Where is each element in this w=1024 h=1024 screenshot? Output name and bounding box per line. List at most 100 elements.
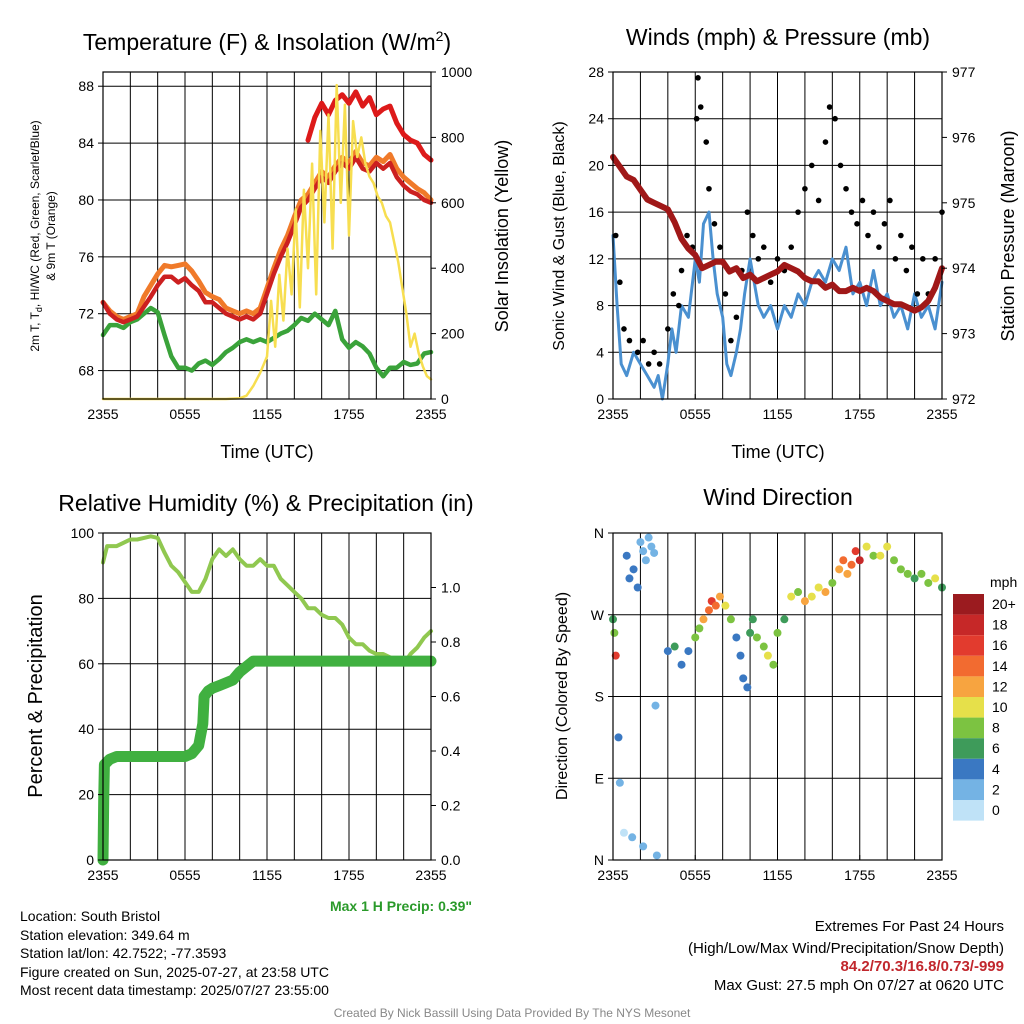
direction-point	[652, 851, 661, 860]
direction-point	[847, 560, 856, 569]
x-tick-label: 2355	[87, 406, 118, 422]
y-tick-label: 24	[588, 111, 604, 127]
figure-created: Figure created on Sun, 2025-07-27, at 23…	[20, 963, 329, 980]
legend-swatch	[953, 697, 984, 718]
direction-point	[794, 588, 803, 597]
direction-point	[636, 538, 645, 547]
legend-label: 14	[992, 658, 1008, 674]
recent-timestamp: Most recent data timestamp: 2025/07/27 2…	[20, 982, 329, 999]
winds-ticks: 2355 0555 1155 1755 235504812162024289729739…	[588, 64, 975, 422]
x-tick-label: 1755	[333, 406, 364, 422]
y-right-tick-label: 976	[952, 129, 976, 145]
y-tick-label: 88	[78, 78, 94, 94]
y-tick-label: E	[595, 770, 604, 786]
temperature-series	[100, 83, 434, 401]
legend-swatch	[953, 655, 984, 677]
wind-direction-panel: Wind Direction 2355 0555 1155 1755 2355NESWN…	[554, 484, 1017, 883]
legend-label: 20+	[992, 596, 1016, 612]
direction-point	[773, 628, 782, 637]
winds-ylabel: Sonic Wind & Gust (Blue, Black)	[551, 121, 568, 350]
direction-point	[677, 660, 686, 669]
y-tick-label: 68	[78, 363, 94, 379]
direction-point	[704, 606, 713, 615]
direction-point	[787, 592, 796, 601]
direction-point	[896, 565, 905, 574]
direction-point	[610, 628, 619, 637]
gust-point	[914, 291, 921, 297]
gust-point	[651, 349, 657, 356]
direction-point	[876, 551, 885, 560]
direction-point	[814, 583, 823, 592]
y-right-tick-label: 972	[952, 391, 976, 407]
gust-point	[892, 256, 899, 262]
direction-point	[641, 556, 650, 565]
gust-point	[670, 291, 677, 297]
y-tick-label: 40	[78, 721, 94, 737]
solar-line	[101, 83, 433, 401]
direction-point	[644, 533, 653, 542]
gust-point	[848, 209, 855, 215]
legend-label: 8	[992, 720, 1000, 736]
gust-point	[717, 244, 723, 250]
gust-point	[626, 337, 633, 344]
humidity-grid	[103, 533, 431, 860]
direction-point	[622, 551, 631, 560]
direction-point	[619, 828, 628, 837]
gust-point	[859, 197, 866, 204]
direction-point	[736, 651, 745, 660]
temperature-title-end: )	[443, 29, 451, 55]
gust-point	[645, 361, 652, 367]
gust-point	[903, 267, 910, 274]
y-tick-label: 16	[588, 204, 604, 220]
max-precip-annotation: Max 1 H Precip: 0.39"	[330, 898, 472, 914]
direction-point	[890, 556, 899, 565]
gust-point	[755, 256, 762, 262]
gust-point	[760, 244, 767, 250]
humidity-ticks: 2355 0555 1155 1755 23550204060801000.00.20.…	[71, 525, 461, 883]
wind-direction-grid	[613, 533, 942, 860]
gust-point	[932, 256, 938, 262]
gust-point	[706, 185, 712, 192]
direction-point	[763, 651, 772, 660]
direction-point	[821, 588, 830, 597]
direction-point	[721, 601, 730, 610]
legend-swatch	[953, 614, 984, 636]
temperature-ylabel-line2: & 9m T (Orange)	[44, 191, 58, 281]
direction-point	[903, 569, 912, 578]
y-right-tick-label: 973	[952, 326, 976, 342]
temperature-title: Temperature (F) & Insolation (W/m2)	[83, 28, 451, 55]
gust-point	[826, 104, 833, 110]
direction-point	[684, 647, 693, 656]
temperature-grid	[103, 72, 431, 399]
gust-point	[612, 232, 619, 239]
direction-point	[917, 569, 926, 578]
gust-point	[767, 279, 774, 286]
y-right-tick-label: 0.8	[441, 634, 461, 650]
gust-point	[634, 349, 641, 356]
direction-point	[851, 547, 860, 556]
direction-point	[883, 542, 892, 551]
direction-point	[910, 574, 919, 583]
legend-swatch	[953, 758, 984, 780]
x-tick-label: 1155	[252, 406, 282, 422]
temperature-title-sup: 2	[436, 28, 444, 44]
y-right-tick-label: 974	[952, 260, 976, 276]
x-tick-label: 2355	[597, 406, 628, 422]
direction-point	[732, 633, 741, 642]
y-tick-label: 80	[78, 192, 94, 208]
legend-swatch	[953, 676, 984, 697]
gust-point	[617, 279, 623, 286]
gust-point	[676, 302, 682, 309]
humidity-title: Relative Humidity (%) & Precipitation (i…	[58, 490, 473, 516]
temperature-ylabel-end: , HI/WC (Red, Green, Scarlet/Blue)	[28, 120, 42, 307]
gust-point	[711, 221, 718, 227]
direction-point	[828, 578, 837, 587]
y-right-tick-label: 800	[441, 129, 465, 145]
gust-point	[822, 139, 829, 145]
direction-point	[759, 642, 768, 651]
pressure-line	[610, 154, 945, 314]
gust-point	[909, 244, 915, 250]
direction-point	[780, 615, 789, 624]
